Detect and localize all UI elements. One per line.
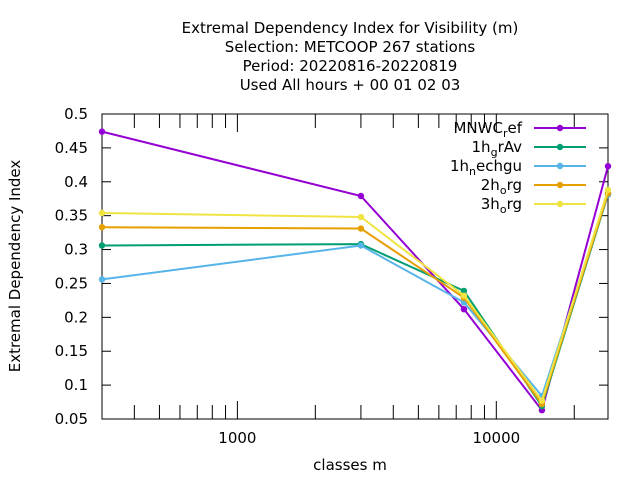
title-line: Used All hours + 00 01 02 03: [240, 76, 461, 94]
y-tick-label: 0.3: [64, 241, 88, 259]
data-point: [460, 306, 468, 313]
y-axis-label: Extremal Dependency Index: [6, 160, 24, 373]
data-point: [538, 397, 546, 404]
x-axis-label: classes m: [313, 456, 387, 474]
x-tick-label: 1000: [218, 429, 256, 447]
legend-marker: [556, 181, 564, 189]
series-line-mnwc-ref: [101, 130, 609, 413]
legend-marker: [556, 200, 564, 208]
series-line-2h-org: [101, 193, 609, 407]
y-tick-label: 0.05: [55, 410, 88, 428]
data-point: [357, 192, 365, 200]
y-tick-label: 0.5: [64, 105, 88, 123]
data-point: [357, 213, 365, 221]
title-line: Selection: METCOOP 267 stations: [225, 38, 476, 56]
axis-ticks: 0.05 0.1 0.15 0.2 0.25 0.3 0.35 0.4 0.45 0.5 1000 1…: [55, 105, 608, 447]
legend-marker: [556, 124, 564, 132]
x-tick-label: 10000: [472, 429, 520, 447]
legend-label: 1hnechgu: [450, 157, 522, 178]
data-point: [357, 242, 365, 249]
data-point: [98, 223, 106, 231]
legend-label: MNWCref: [453, 119, 522, 140]
plot-frame: [101, 113, 609, 420]
series-group: [98, 128, 612, 414]
data-point: [98, 209, 106, 217]
data-point: [98, 128, 106, 135]
series-line-1h-nechgu: [101, 194, 609, 399]
series-line-1h-grav: [101, 194, 609, 409]
y-tick-label: 0.25: [55, 274, 88, 292]
chart-title: Extremal Dependency Index for Visibility…: [182, 19, 519, 94]
data-point: [604, 186, 612, 194]
y-tick-label: 0.1: [64, 376, 88, 394]
legend-label: 2horg: [481, 176, 522, 197]
data-point: [460, 292, 468, 299]
title-line: Extremal Dependency Index for Visibility…: [182, 19, 519, 37]
data-point: [98, 242, 106, 249]
data-point: [604, 162, 612, 170]
data-point: [98, 276, 106, 283]
y-tick-label: 0.45: [55, 139, 88, 157]
legend-marker: [556, 143, 564, 151]
series-line-3h-org: [101, 189, 609, 403]
y-tick-label: 0.4: [64, 173, 88, 191]
y-tick-label: 0.35: [55, 207, 88, 225]
y-tick-label: 0.15: [55, 342, 88, 360]
legend-label: 3horg: [481, 195, 522, 216]
legend-label: 1hgrAv: [472, 138, 523, 159]
title-line: Period: 20220816-20220819: [243, 57, 458, 75]
data-point: [460, 287, 468, 295]
data-point: [357, 225, 365, 232]
y-tick-label: 0.2: [64, 308, 88, 326]
legend-marker: [556, 162, 564, 170]
